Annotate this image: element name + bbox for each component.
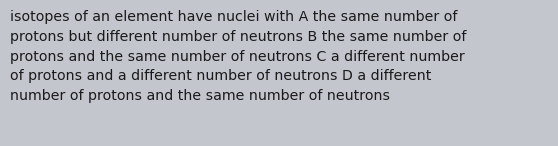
Text: isotopes of an element have nuclei with A the same number of
protons but differe: isotopes of an element have nuclei with … xyxy=(10,10,466,103)
